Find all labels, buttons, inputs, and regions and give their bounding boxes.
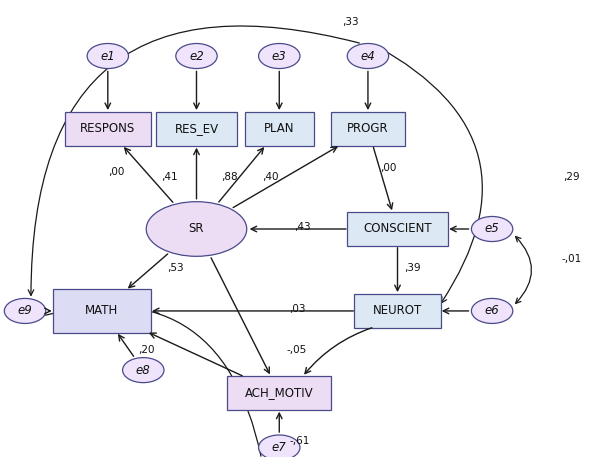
Text: e6: e6 xyxy=(485,305,500,317)
Text: e9: e9 xyxy=(18,305,33,317)
FancyArrowPatch shape xyxy=(194,149,199,199)
FancyArrowPatch shape xyxy=(219,148,263,202)
Text: ACH_MOTIV: ACH_MOTIV xyxy=(245,387,314,399)
Text: ,00: ,00 xyxy=(380,163,397,173)
FancyArrowPatch shape xyxy=(365,71,371,109)
FancyArrowPatch shape xyxy=(119,335,134,356)
FancyArrowPatch shape xyxy=(451,226,469,232)
Text: CONSCIENT: CONSCIENT xyxy=(363,223,432,235)
Text: PROGR: PROGR xyxy=(347,122,388,136)
Ellipse shape xyxy=(258,44,300,69)
FancyArrowPatch shape xyxy=(211,258,269,373)
Text: ,88: ,88 xyxy=(221,172,238,182)
FancyArrowPatch shape xyxy=(194,71,199,109)
FancyArrowPatch shape xyxy=(251,226,346,232)
FancyArrowPatch shape xyxy=(32,306,261,456)
Ellipse shape xyxy=(347,44,388,69)
FancyBboxPatch shape xyxy=(156,112,236,146)
Ellipse shape xyxy=(122,358,164,382)
Text: e5: e5 xyxy=(485,223,500,235)
Text: -,01: -,01 xyxy=(562,254,582,264)
FancyArrowPatch shape xyxy=(376,46,482,303)
Text: PLAN: PLAN xyxy=(264,122,295,136)
Text: MATH: MATH xyxy=(86,305,119,317)
Ellipse shape xyxy=(176,44,217,69)
Text: e4: e4 xyxy=(361,49,375,62)
FancyArrowPatch shape xyxy=(125,148,173,202)
Text: ,33: ,33 xyxy=(342,17,359,27)
Text: ,43: ,43 xyxy=(295,222,311,232)
FancyArrowPatch shape xyxy=(516,237,532,303)
FancyArrowPatch shape xyxy=(374,147,393,209)
FancyBboxPatch shape xyxy=(53,289,151,333)
Ellipse shape xyxy=(87,44,128,69)
FancyArrowPatch shape xyxy=(45,308,50,314)
Text: ,40: ,40 xyxy=(262,172,279,182)
FancyArrowPatch shape xyxy=(105,71,110,109)
Text: ,20: ,20 xyxy=(138,344,154,354)
Text: e7: e7 xyxy=(272,441,287,454)
Text: -,05: -,05 xyxy=(287,344,307,354)
Ellipse shape xyxy=(146,202,247,256)
Text: SR: SR xyxy=(189,223,204,235)
Text: ,03: ,03 xyxy=(289,304,305,314)
FancyArrowPatch shape xyxy=(276,71,282,109)
Ellipse shape xyxy=(258,435,300,458)
Text: e1: e1 xyxy=(100,49,115,62)
FancyArrowPatch shape xyxy=(153,308,353,314)
Text: NEUROT: NEUROT xyxy=(373,305,422,317)
FancyBboxPatch shape xyxy=(65,112,151,146)
FancyArrowPatch shape xyxy=(129,254,168,288)
Ellipse shape xyxy=(472,299,513,323)
FancyArrowPatch shape xyxy=(28,26,359,295)
Text: ,39: ,39 xyxy=(404,263,421,273)
Text: ,29: ,29 xyxy=(564,172,580,182)
FancyBboxPatch shape xyxy=(331,112,405,146)
FancyBboxPatch shape xyxy=(228,376,331,410)
Text: ,53: ,53 xyxy=(168,263,184,273)
Text: ,00: ,00 xyxy=(109,167,125,177)
FancyArrowPatch shape xyxy=(305,328,372,374)
FancyBboxPatch shape xyxy=(355,294,441,328)
Text: e2: e2 xyxy=(189,49,204,62)
Text: RESPONS: RESPONS xyxy=(80,122,135,136)
FancyBboxPatch shape xyxy=(347,212,448,246)
Text: RES_EV: RES_EV xyxy=(175,122,219,136)
FancyArrowPatch shape xyxy=(395,248,400,291)
FancyArrowPatch shape xyxy=(233,147,337,207)
FancyBboxPatch shape xyxy=(245,112,314,146)
FancyArrowPatch shape xyxy=(443,308,469,314)
Text: -,61: -,61 xyxy=(290,436,310,446)
Text: e3: e3 xyxy=(272,49,287,62)
FancyArrowPatch shape xyxy=(276,413,282,432)
Ellipse shape xyxy=(472,217,513,241)
Ellipse shape xyxy=(4,299,46,323)
Text: ,41: ,41 xyxy=(162,172,178,182)
Text: e8: e8 xyxy=(136,364,151,376)
FancyArrowPatch shape xyxy=(150,333,242,376)
